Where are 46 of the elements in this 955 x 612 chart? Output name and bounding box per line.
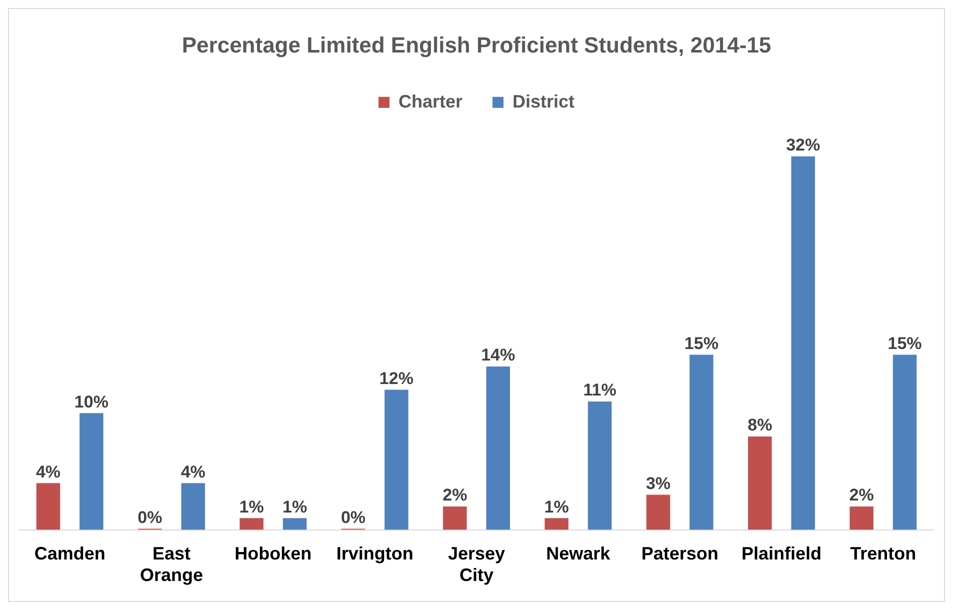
bar (384, 390, 408, 530)
bar (850, 506, 874, 530)
data-label: 15% (888, 334, 922, 353)
data-label: 1% (282, 497, 308, 516)
bar (486, 366, 510, 530)
x-tick-label: Paterson (641, 544, 718, 564)
bar (892, 354, 917, 530)
data-label: 15% (684, 334, 718, 353)
bar (240, 518, 264, 530)
x-tick-label: Irvington (336, 544, 414, 564)
bar (443, 506, 467, 530)
data-label: 14% (481, 346, 516, 365)
bar (181, 483, 205, 530)
chart-title: Percentage Limited English Proficient Students, 2014-15 (182, 32, 772, 58)
bar (791, 156, 815, 530)
x-tick-label: Hoboken (234, 544, 312, 564)
data-label: 32% (786, 136, 820, 155)
bar (588, 401, 612, 530)
bar (80, 413, 104, 530)
x-tick-label: East Orange (140, 544, 204, 586)
legend-label: Charter (398, 91, 463, 112)
data-label: 8% (748, 416, 772, 435)
data-label: 2% (442, 486, 468, 505)
data-label: 4% (180, 462, 206, 482)
legend-label: District (512, 91, 575, 112)
x-tick-label: Plainfield (741, 544, 822, 564)
data-label: 1% (544, 497, 569, 516)
bar (282, 518, 307, 530)
data-label: 2% (849, 486, 874, 505)
data-label: 4% (36, 462, 61, 482)
x-tick-label: Camden (34, 544, 106, 564)
x-tick-label: Jersey City (448, 544, 506, 586)
data-label: 3% (646, 474, 671, 493)
bar (544, 518, 568, 530)
bar (748, 436, 772, 530)
x-tick-label: Trenton (850, 544, 916, 564)
bar (36, 483, 60, 530)
data-label: 11% (583, 380, 616, 400)
data-label: 0% (138, 508, 162, 527)
bar (646, 494, 670, 530)
data-label: 10% (74, 392, 108, 412)
data-label: 12% (379, 368, 414, 388)
data-label: 0% (340, 508, 366, 527)
data-label: 1% (239, 497, 264, 516)
bar (690, 354, 714, 530)
x-tick-label: Newark (546, 544, 612, 564)
